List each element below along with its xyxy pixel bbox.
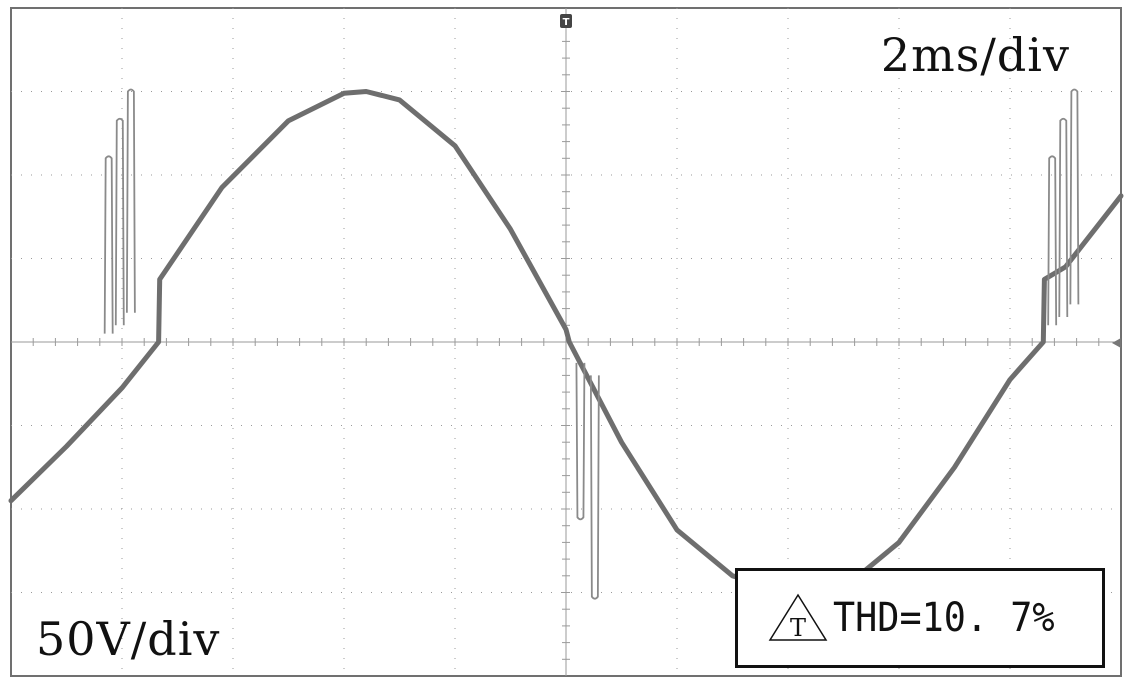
transient-spike [575, 362, 586, 521]
thd-marker-letter: T [790, 614, 806, 642]
transient-spike [125, 88, 136, 313]
waveform-trace [8, 88, 1124, 600]
grid [11, 8, 1121, 676]
transient-spike [103, 155, 114, 334]
waveform-line [8, 89, 1124, 600]
transient-spike [589, 375, 600, 600]
thd-readout-box: T THD=10. 7% [735, 568, 1105, 668]
transient-spike [1069, 88, 1080, 305]
trigger-marker-icon: T [560, 14, 572, 28]
svg-text:T: T [563, 17, 570, 28]
transient-spike [1058, 117, 1069, 317]
trigger-triangle-icon: T [768, 593, 827, 642]
voltage-scale-label: 50V/div [36, 612, 221, 666]
transient-spike [114, 117, 125, 326]
transient-spike [1047, 155, 1058, 326]
ground-level-marker-icon [1112, 338, 1121, 348]
time-scale-label: 2ms/div [880, 28, 1070, 82]
thd-value: THD=10. 7% [832, 595, 1055, 641]
